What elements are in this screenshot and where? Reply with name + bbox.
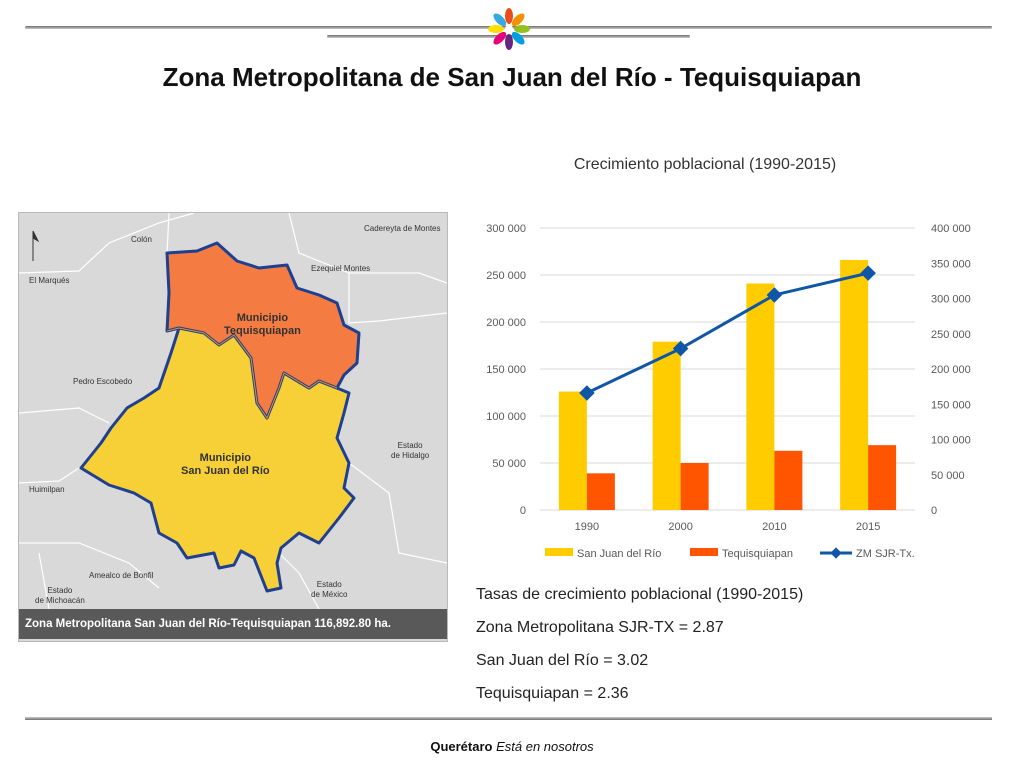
left-tick-label: 50 000 — [492, 458, 526, 470]
right-tick-label: 0 — [931, 505, 937, 517]
label-michoacan-line2: de Michoacán — [35, 596, 85, 605]
rate-zm: Zona Metropolitana SJR-TX = 2.87 — [476, 619, 724, 636]
label-michoacan-line1: Estado — [47, 586, 73, 595]
legend-label: San Juan del Río — [577, 548, 661, 560]
rate-teq: Tequisquiapan = 2.36 — [476, 685, 629, 702]
left-tick-label: 200 000 — [486, 317, 526, 329]
right-tick-label: 200 000 — [931, 364, 971, 376]
label-hidalgo: Estado de Hidalgo — [391, 441, 429, 461]
right-tick-label: 50 000 — [931, 470, 965, 482]
left-tick-label: 100 000 — [486, 411, 526, 423]
bar-teq — [868, 445, 897, 510]
right-tick-label: 300 000 — [931, 294, 971, 306]
x-tick-label: 2000 — [668, 521, 692, 533]
population-chart: 0 50 000 100 000 150 000 200 000 250 000 300 0… — [486, 223, 971, 560]
rate-sjr: San Juan del Río = 3.02 — [476, 652, 649, 669]
bar-teq — [586, 473, 615, 510]
bar-teq — [680, 463, 709, 510]
rates-heading: Tasas de crecimiento poblacional (1990-2… — [476, 586, 804, 603]
footer: Querétaro Está en nosotros — [0, 739, 1024, 754]
left-tick-label: 0 — [520, 505, 526, 517]
label-municipio-sjr: Municipio San Juan del Río — [181, 452, 270, 478]
bar-sjr — [652, 341, 681, 510]
bar-teq — [774, 450, 803, 510]
label-el-marques: El Marqués — [29, 276, 70, 285]
x-tick-label: 1990 — [575, 521, 599, 533]
label-amealco: Amealco de Bonfil — [89, 571, 154, 580]
left-tick-label: 250 000 — [486, 270, 526, 282]
label-mexico-line2: de México — [311, 590, 348, 599]
label-ezequiel: Ezequiel Montes — [311, 264, 371, 273]
footer-brand: Querétaro — [430, 739, 493, 754]
metro-zone-map: Colón Cadereyta de Montes El Marqués Eze… — [18, 212, 448, 642]
sjr-municipality-area — [79, 326, 356, 593]
line-zm-series — [586, 271, 869, 395]
label-hidalgo-line1: Estado — [397, 441, 423, 450]
legend-label: Tequisquiapan — [722, 548, 793, 560]
label-cadereyta: Cadereyta de Montes — [364, 224, 441, 233]
label-pedro: Pedro Escobedo — [73, 377, 133, 386]
right-tick-label: 150 000 — [931, 399, 971, 411]
map-graphic — [19, 213, 447, 610]
label-huimilpan: Huimilpan — [29, 485, 65, 494]
label-michoacan: Estado de Michoacán — [35, 586, 85, 606]
legend-swatch-marker — [830, 547, 842, 559]
label-mexico-line1: Estado — [316, 580, 342, 589]
north-arrow-icon — [32, 230, 40, 261]
x-tick-label: 2015 — [856, 521, 880, 533]
right-tick-label: 350 000 — [931, 258, 971, 270]
legend-label: ZM SJR-Tx. — [856, 548, 915, 560]
growth-rates: Tasas de crecimiento poblacional (1990-2… — [476, 585, 803, 717]
right-tick-label: 100 000 — [931, 435, 971, 447]
map-caption: Zona Metropolitana San Juan del Río-Tequ… — [19, 609, 447, 639]
label-hidalgo-line2: de Hidalgo — [391, 451, 430, 460]
label-colon: Colón — [131, 235, 152, 244]
legend-swatch — [545, 548, 573, 556]
left-tick-label: 150 000 — [486, 364, 526, 376]
chart-title: Crecimiento poblacional (1990-2015) — [573, 156, 837, 173]
footer-rule — [25, 717, 992, 720]
right-tick-label: 250 000 — [931, 329, 971, 341]
footer-slogan: Está en nosotros — [496, 739, 594, 754]
logo-icon — [488, 8, 530, 50]
label-sjr-line2: San Juan del Río — [181, 465, 270, 477]
x-tick-label: 2010 — [762, 521, 786, 533]
bar-sjr — [840, 259, 869, 510]
legend-swatch — [690, 548, 718, 556]
slide-title: Zona Metropolitana de San Juan del Río -… — [162, 62, 862, 92]
label-mexico: Estado de México — [311, 580, 347, 600]
label-teq-line2: Tequisquiapan — [224, 325, 301, 337]
label-sjr-line1: Municipio — [199, 452, 251, 464]
bar-sjr — [746, 283, 775, 510]
label-municipio-tequisquiapan: Municipio Tequisquiapan — [224, 312, 301, 338]
right-tick-label: 400 000 — [931, 223, 971, 235]
label-teq-line1: Municipio — [236, 312, 289, 324]
left-tick-label: 300 000 — [486, 223, 526, 235]
bar-sjr — [558, 391, 587, 510]
